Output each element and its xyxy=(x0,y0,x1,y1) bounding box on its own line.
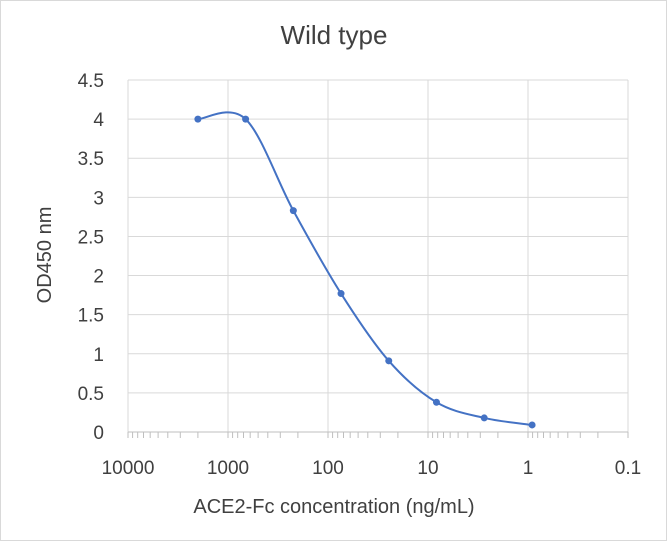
series-wild-type xyxy=(194,111,536,429)
y-tick-label: 1 xyxy=(93,345,104,366)
x-tick-label: 100 xyxy=(312,458,344,479)
x-tick-labels: 10000 1000 100 10 1 0.1 xyxy=(102,458,642,479)
data-point xyxy=(480,414,488,422)
y-tick-label: 4 xyxy=(93,110,104,131)
data-point xyxy=(242,115,250,123)
y-tick-label: 2 xyxy=(93,267,104,288)
grid-lines xyxy=(127,79,629,432)
data-point xyxy=(194,115,202,123)
y-tick-label: 3.5 xyxy=(78,149,104,170)
data-point xyxy=(385,357,393,365)
x-tick-label: 0.1 xyxy=(615,458,641,479)
axes xyxy=(127,431,629,438)
y-axis-label: OD450 nm xyxy=(34,207,56,304)
x-tick-label: 10 xyxy=(417,458,438,479)
x-tick-label: 1000 xyxy=(207,458,249,479)
x-tick-label: 1 xyxy=(523,458,534,479)
y-tick-label: 4.5 xyxy=(78,71,104,92)
y-tick-label: 3 xyxy=(93,188,104,209)
series-line xyxy=(197,111,533,426)
y-tick-label: 2.5 xyxy=(78,227,104,248)
y-tick-labels: 0 0.5 1 1.5 2 2.5 3 3.5 4 4.5 xyxy=(78,71,105,444)
data-point xyxy=(337,290,345,298)
data-point xyxy=(432,398,440,406)
data-point xyxy=(289,207,297,215)
x-tick-label: 10000 xyxy=(102,458,155,479)
y-tick-label: 0.5 xyxy=(78,384,104,405)
y-tick-label: 1.5 xyxy=(78,306,104,327)
x-axis-label: ACE2-Fc concentration (ng/mL) xyxy=(193,496,474,518)
y-tick-label: 0 xyxy=(93,423,104,444)
data-point xyxy=(528,421,536,429)
chart-title: Wild type xyxy=(281,20,388,50)
